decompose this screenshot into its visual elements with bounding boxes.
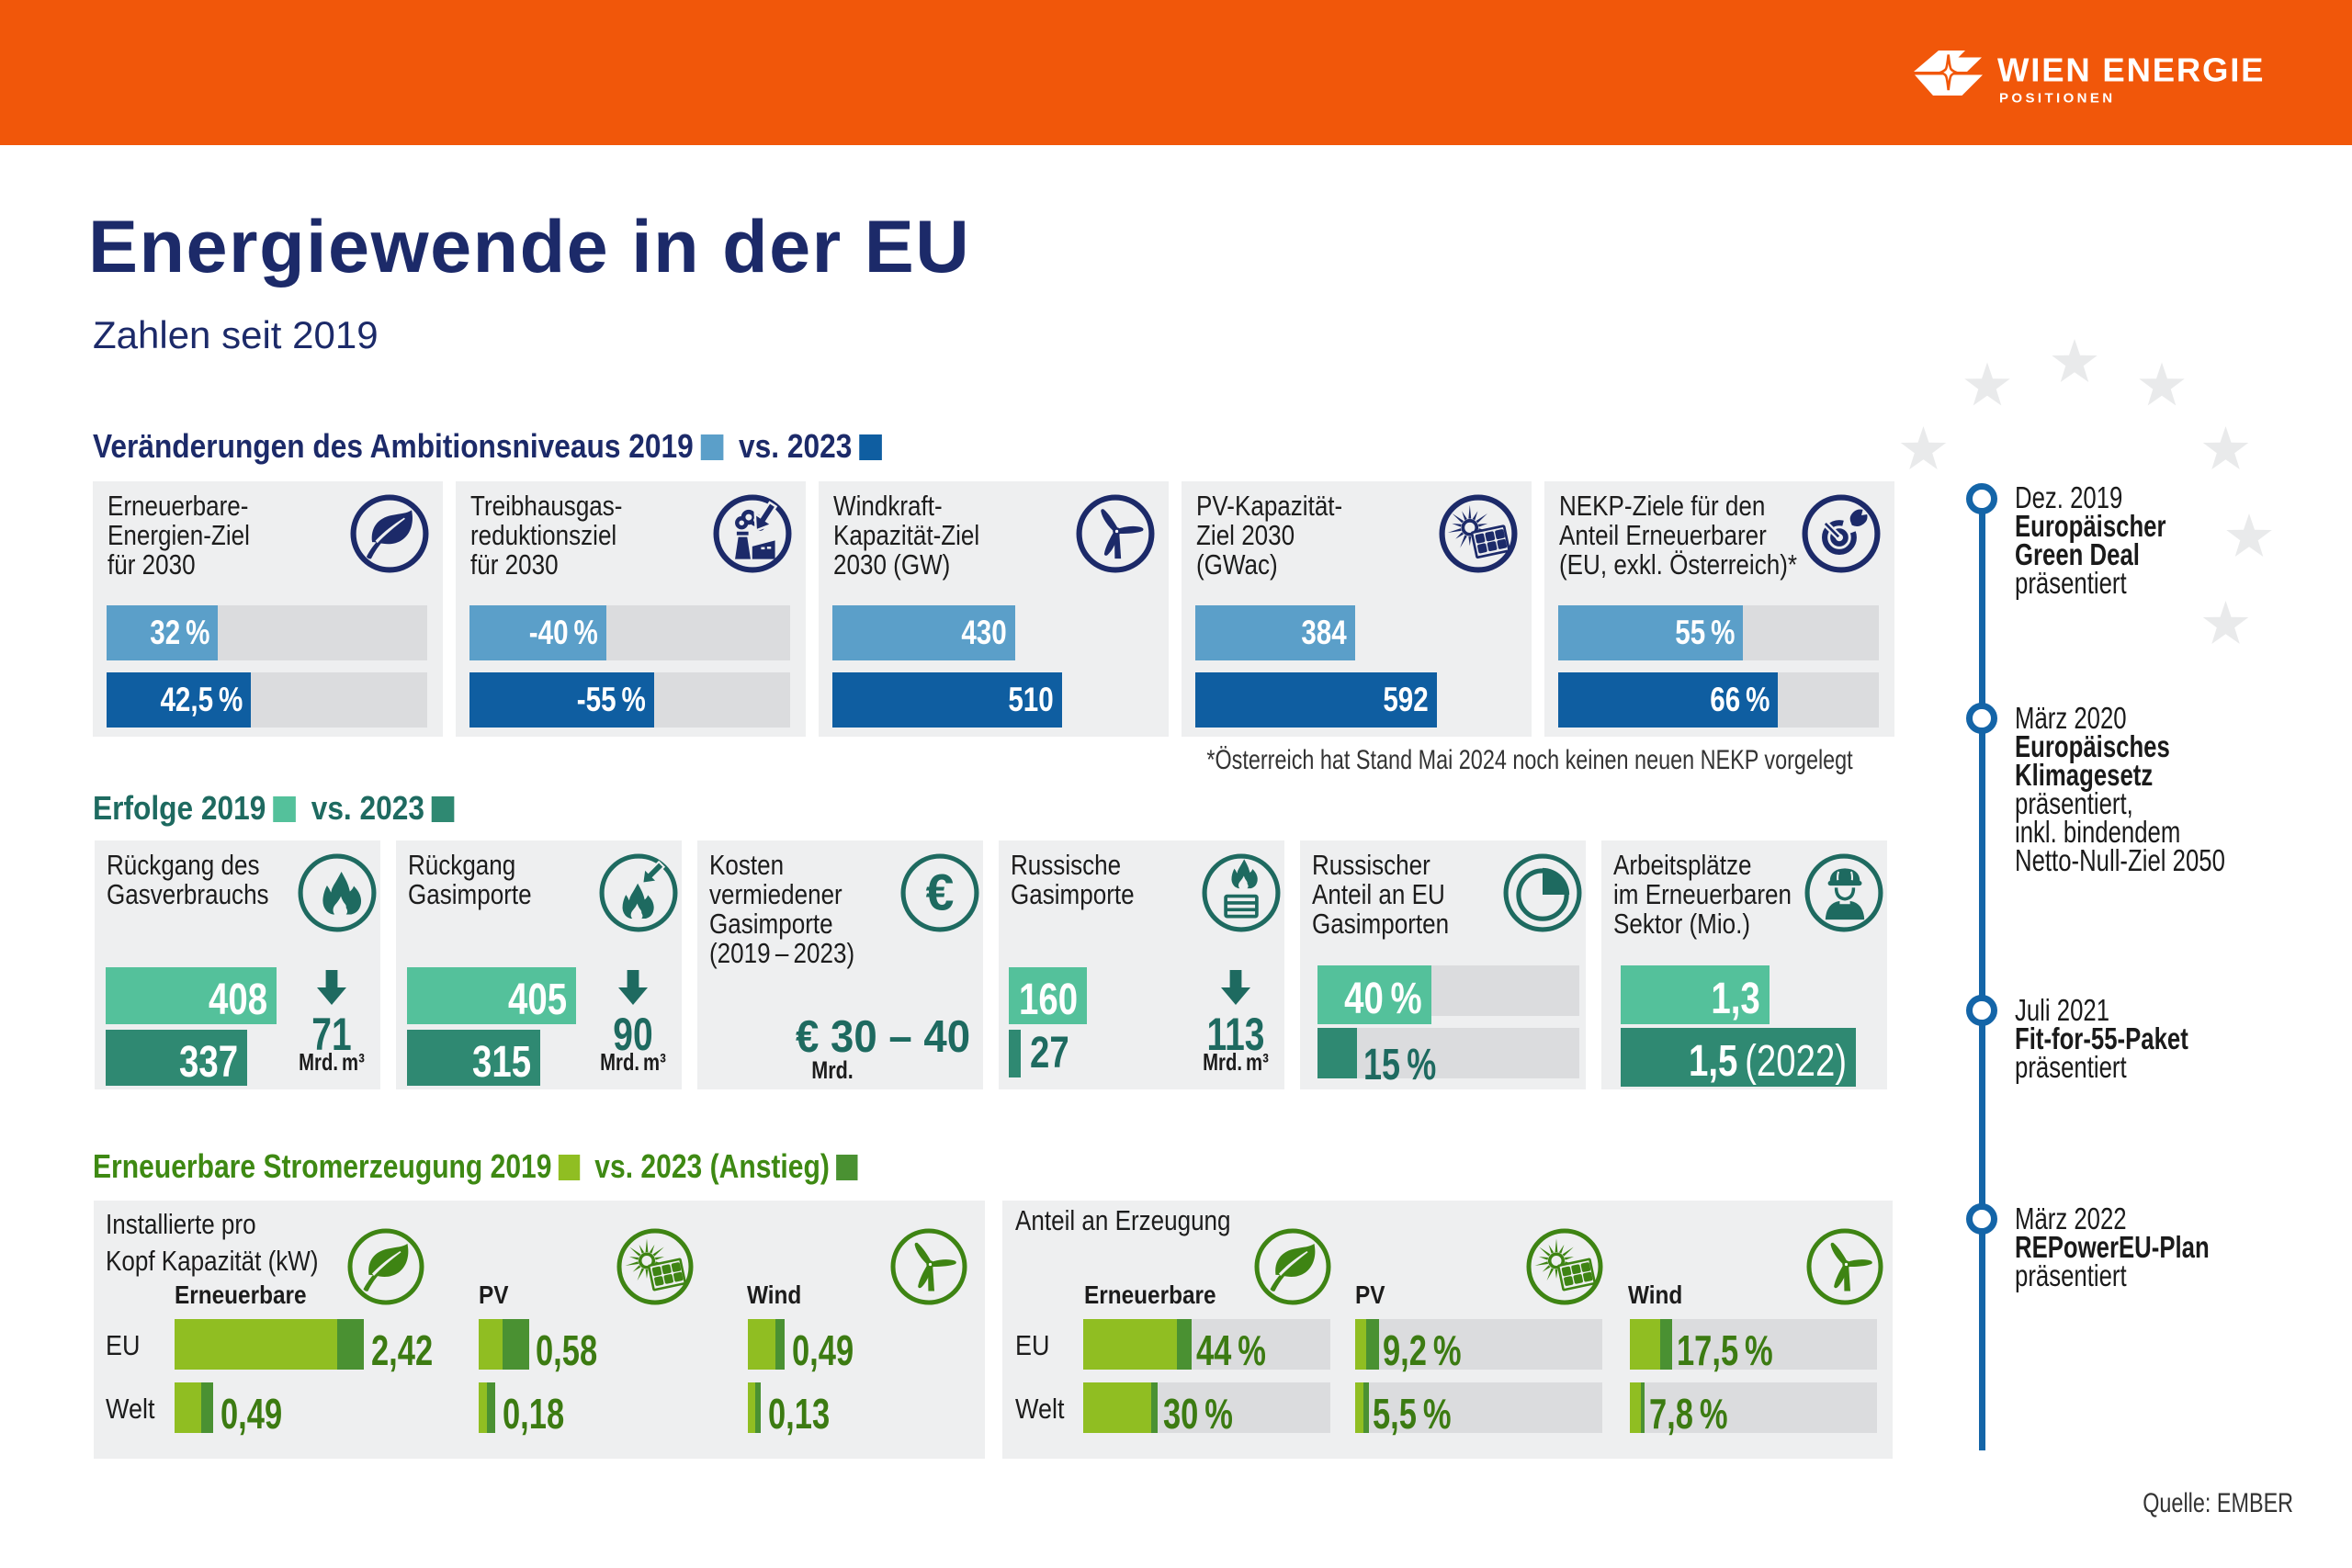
svg-text:POSITIONEN: POSITIONEN [1999, 91, 2116, 107]
svg-text:WIEN ENERGIE: WIEN ENERGIE [1997, 51, 2265, 89]
svg-text:€: € [926, 863, 955, 920]
